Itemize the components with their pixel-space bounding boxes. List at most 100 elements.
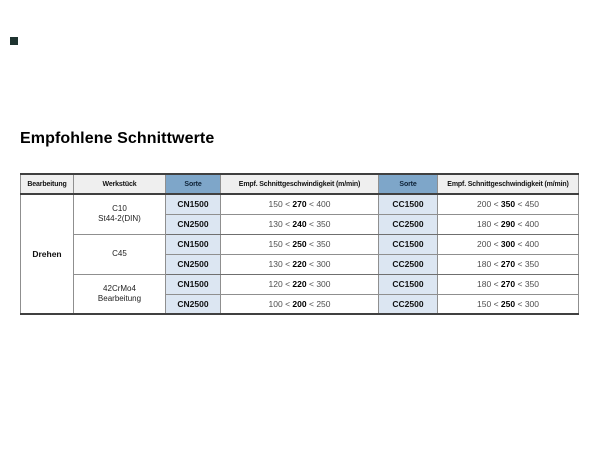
speed-high: 350 bbox=[316, 239, 331, 249]
speed-cell: 130 < 220 < 300 bbox=[220, 253, 379, 275]
less-than: < bbox=[517, 298, 523, 309]
speed-mid: 220 bbox=[292, 279, 307, 289]
speed-high: 300 bbox=[316, 259, 331, 269]
speed-low: 120 bbox=[268, 279, 283, 289]
less-than: < bbox=[493, 199, 499, 210]
speed-cell: 100 < 200 < 250 bbox=[220, 293, 379, 315]
speed-high: 250 bbox=[316, 298, 331, 309]
speed-mid: 270 bbox=[500, 279, 516, 289]
speed-cell: 180 < 270 < 350 bbox=[437, 253, 579, 275]
sorte-cell: CN1500 bbox=[165, 193, 221, 215]
werkstueck-line: St44-2(DIN) bbox=[98, 214, 141, 224]
speed-low: 200 bbox=[477, 239, 492, 249]
speed-mid: 250 bbox=[500, 298, 516, 309]
speed-mid: 270 bbox=[500, 259, 516, 269]
speed-high: 300 bbox=[316, 279, 331, 289]
less-than: < bbox=[285, 298, 291, 309]
speed-cell: 200 < 300 < 400 bbox=[437, 233, 579, 255]
less-than: < bbox=[493, 298, 499, 309]
speed-cell: 180 < 270 < 350 bbox=[437, 273, 579, 295]
corner-mark bbox=[10, 37, 18, 45]
sorte-cell: CC2500 bbox=[378, 293, 438, 315]
speed-high: 400 bbox=[524, 219, 539, 229]
speed-mid: 300 bbox=[500, 239, 516, 249]
less-than: < bbox=[285, 259, 291, 269]
bearbeitung-cell: Drehen bbox=[20, 193, 74, 315]
table-row: Drehen C10 St44-2(DIN) CN1500 150 < 270 … bbox=[20, 193, 579, 315]
sorte-cell: CC1500 bbox=[378, 193, 438, 215]
less-than: < bbox=[493, 279, 499, 289]
speed-mid: 350 bbox=[500, 199, 516, 210]
speed-cell: 180 < 290 < 400 bbox=[437, 213, 579, 235]
column-header-speed-cn: Empf. Schnittgeschwindigkeit (m/min) bbox=[220, 173, 379, 195]
page-title: Empfohlene Schnittwerte bbox=[20, 130, 215, 147]
sorte-cell: CC1500 bbox=[378, 233, 438, 255]
less-than: < bbox=[308, 219, 314, 229]
speed-mid: 220 bbox=[292, 259, 307, 269]
speed-mid: 200 bbox=[292, 298, 307, 309]
speed-mid: 250 bbox=[292, 239, 307, 249]
speed-low: 180 bbox=[477, 259, 492, 269]
speed-high: 300 bbox=[524, 298, 539, 309]
less-than: < bbox=[308, 259, 314, 269]
less-than: < bbox=[285, 279, 291, 289]
speed-cell: 130 < 240 < 350 bbox=[220, 213, 379, 235]
sorte-cell: CC1500 bbox=[378, 273, 438, 295]
werkstueck-cell: C45 bbox=[73, 233, 166, 275]
speed-mid: 290 bbox=[500, 219, 516, 229]
less-than: < bbox=[285, 219, 291, 229]
speed-cell: 200 < 350 < 450 bbox=[437, 193, 579, 215]
speed-high: 350 bbox=[524, 259, 539, 269]
speed-cell: 150 < 250 < 300 bbox=[437, 293, 579, 315]
speed-cell: 150 < 270 < 400 bbox=[220, 193, 379, 215]
speed-cell: 120 < 220 < 300 bbox=[220, 273, 379, 295]
less-than: < bbox=[517, 259, 523, 269]
less-than: < bbox=[308, 298, 314, 309]
speed-low: 130 bbox=[268, 259, 283, 269]
werkstueck-line: C45 bbox=[112, 249, 127, 258]
less-than: < bbox=[517, 279, 523, 289]
less-than: < bbox=[517, 239, 523, 249]
column-header-speed-cc: Empf. Schnittgeschwindigkeit (m/min) bbox=[437, 173, 579, 195]
sorte-cell: CN2500 bbox=[165, 293, 221, 315]
column-header-sorte-cc: Sorte bbox=[378, 173, 438, 195]
speed-low: 150 bbox=[268, 239, 283, 249]
speed-high: 450 bbox=[524, 199, 539, 210]
table-row: 42CrMo4 Bearbeitung CN1500 120 < 220 < 3… bbox=[21, 273, 579, 315]
cutting-values-table: Bearbeitung Werkstück Sorte Empf. Schnit… bbox=[20, 173, 579, 315]
speed-cell: 150 < 250 < 350 bbox=[220, 233, 379, 255]
sorte-cell: CN1500 bbox=[165, 273, 221, 295]
speed-high: 400 bbox=[316, 199, 331, 210]
werkstueck-cell: C10 St44-2(DIN) bbox=[73, 193, 166, 235]
less-than: < bbox=[308, 239, 314, 249]
werkstueck-cell: 42CrMo4 Bearbeitung bbox=[73, 273, 166, 315]
table-row: C45 CN1500 150 < 250 < 350 CC1500 200 < … bbox=[21, 233, 579, 275]
less-than: < bbox=[517, 219, 523, 229]
speed-mid: 240 bbox=[292, 219, 307, 229]
werkstueck-line: 42CrMo4 bbox=[103, 283, 136, 293]
less-than: < bbox=[493, 219, 499, 229]
werkstueck-line: C10 bbox=[112, 204, 127, 214]
less-than: < bbox=[493, 239, 499, 249]
less-than: < bbox=[493, 259, 499, 269]
sorte-cell: CN2500 bbox=[165, 253, 221, 275]
sorte-cell: CN2500 bbox=[165, 213, 221, 235]
header-row: Bearbeitung Werkstück Sorte Empf. Schnit… bbox=[20, 173, 579, 195]
speed-high: 350 bbox=[524, 279, 539, 289]
speed-mid: 270 bbox=[292, 199, 307, 210]
less-than: < bbox=[308, 199, 314, 210]
sorte-cell: CN1500 bbox=[165, 233, 221, 255]
speed-low: 100 bbox=[268, 298, 283, 309]
sorte-cell: CC2500 bbox=[378, 253, 438, 275]
speed-low: 150 bbox=[477, 298, 492, 309]
less-than: < bbox=[517, 199, 523, 210]
column-header-sorte-cn: Sorte bbox=[165, 173, 221, 195]
speed-low: 150 bbox=[268, 199, 283, 210]
less-than: < bbox=[285, 199, 291, 210]
table-row: CN2500 100 < 200 < 250 CC2500 150 < 250 … bbox=[21, 293, 579, 315]
less-than: < bbox=[308, 279, 314, 289]
sorte-cell: CC2500 bbox=[378, 213, 438, 235]
speed-low: 180 bbox=[477, 219, 492, 229]
speed-low: 180 bbox=[477, 279, 492, 289]
